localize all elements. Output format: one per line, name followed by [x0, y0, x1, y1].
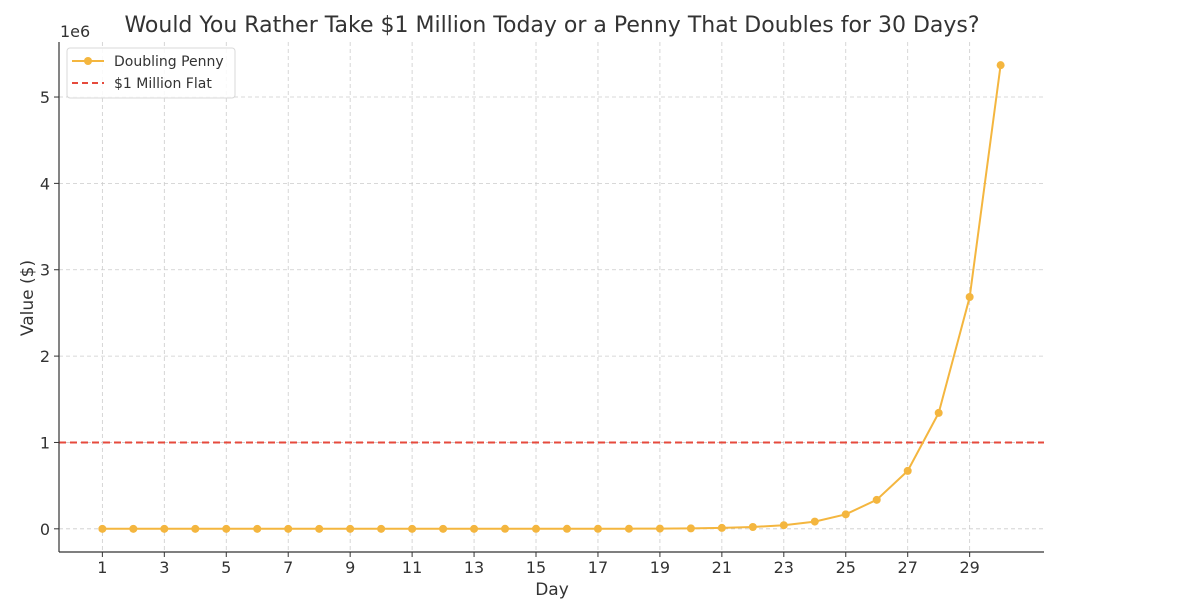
grid — [59, 42, 1044, 552]
y-tick-label: 0 — [40, 520, 50, 539]
x-tick-label: 9 — [345, 558, 355, 577]
penny-point — [934, 408, 943, 417]
penny-point — [624, 524, 633, 533]
penny-point — [501, 524, 510, 533]
x-axis-label: Day — [535, 580, 569, 600]
x-tick-label: 7 — [283, 558, 293, 577]
y-tick-label: 4 — [40, 174, 50, 193]
penny-point — [253, 524, 262, 533]
penny-point — [98, 524, 107, 533]
x-tick-label: 21 — [712, 558, 732, 577]
penny-point — [872, 495, 881, 504]
x-tick-label: 3 — [159, 558, 169, 577]
penny-point — [655, 524, 664, 533]
y-tick-label: 1 — [40, 433, 50, 452]
penny-point — [779, 521, 788, 530]
x-tick-label: 19 — [650, 558, 670, 577]
legend-box — [66, 47, 236, 99]
x-tick-label: 15 — [526, 558, 546, 577]
chart-title: Would You Rather Take $1 Million Today o… — [124, 13, 979, 38]
penny-point — [408, 524, 417, 533]
penny-point — [903, 466, 912, 475]
penny-point — [686, 524, 695, 533]
penny-point — [222, 524, 231, 533]
series-layer — [59, 61, 1044, 533]
penny-point — [717, 523, 726, 532]
penny-point — [593, 524, 602, 533]
y-tick-label: 5 — [40, 88, 50, 107]
penny-point — [562, 524, 571, 533]
x-tick-label: 27 — [898, 558, 918, 577]
x-tick-label: 29 — [959, 558, 979, 577]
x-tick-label: 5 — [221, 558, 231, 577]
penny-point — [346, 524, 355, 533]
x-tick-label: 17 — [588, 558, 608, 577]
axes — [58, 42, 1044, 553]
penny-point — [377, 524, 386, 533]
y-tick-label: 3 — [40, 261, 50, 280]
penny-point — [810, 517, 819, 526]
penny-series-line — [102, 65, 1002, 530]
legend-label-flat: $1 Million Flat — [114, 76, 212, 92]
x-tick-label: 11 — [402, 558, 422, 577]
x-tick-label: 25 — [836, 558, 856, 577]
y-offset-label: 1e6 — [60, 22, 90, 41]
penny-point — [965, 293, 974, 301]
penny-point — [748, 523, 757, 532]
penny-point — [439, 524, 448, 533]
y-axis-label: Value ($) — [18, 260, 38, 336]
y-tick-label: 2 — [40, 347, 50, 366]
penny-point — [996, 61, 1005, 70]
penny-point — [315, 524, 324, 533]
legend: Doubling Penny $1 Million Flat — [66, 47, 236, 99]
penny-point — [160, 524, 169, 533]
penny-point — [284, 524, 293, 533]
legend-marker-penny — [84, 57, 92, 65]
penny-point — [129, 524, 138, 533]
x-tick-label: 23 — [774, 558, 794, 577]
legend-label-penny: Doubling Penny — [114, 54, 224, 70]
penny-point — [191, 524, 200, 533]
penny-point — [532, 524, 541, 533]
penny-point — [470, 524, 479, 533]
x-tick-label: 1 — [97, 558, 107, 577]
x-tick-label: 13 — [464, 558, 484, 577]
penny-point — [841, 510, 850, 519]
